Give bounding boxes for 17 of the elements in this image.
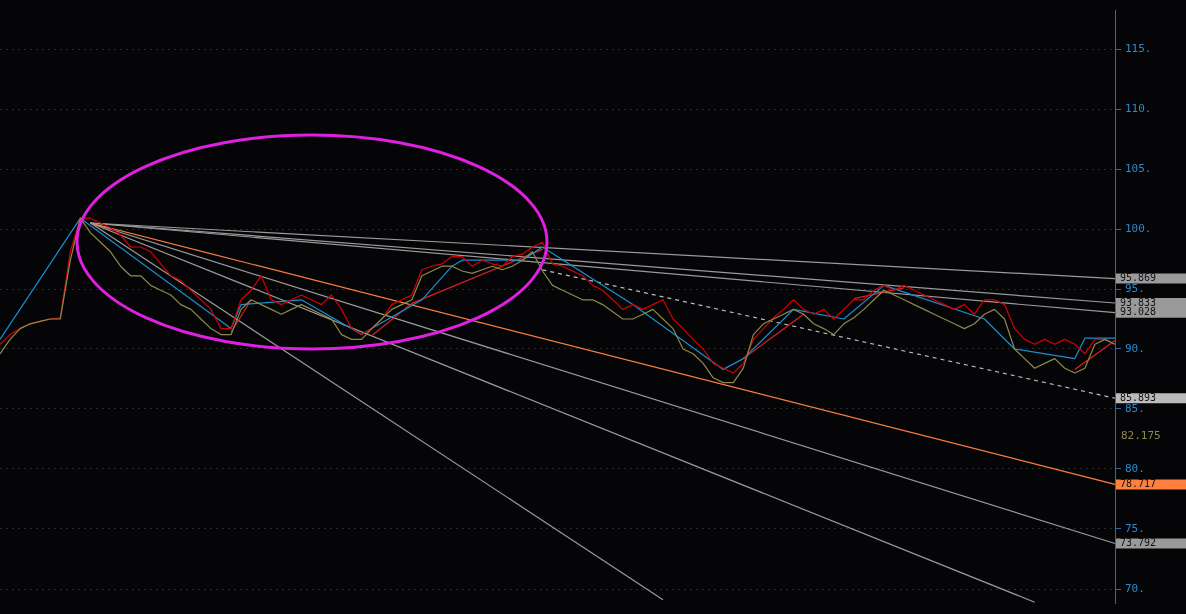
data-label: 95.869 (1120, 272, 1157, 284)
data-label: 93.833 (1120, 296, 1157, 308)
data-label: 78.717 (1120, 477, 1157, 489)
y-tick-label: 115. (1125, 41, 1152, 55)
text: 82.175 (1121, 429, 1161, 443)
data-label: 93.028 (1120, 306, 1157, 318)
y-tick-label: 90. (1125, 341, 1145, 355)
data-label: 73.792 (1120, 537, 1157, 549)
y-tick-label: 80. (1125, 461, 1145, 475)
y-tick-label: 75. (1125, 521, 1145, 535)
y-tick-label: 110. (1125, 101, 1152, 115)
y-tick-label: 70. (1125, 581, 1145, 595)
y-tick-label: 85. (1125, 401, 1145, 415)
data-label: 85.893 (1120, 391, 1157, 403)
y-tick-label: 105. (1125, 161, 1152, 175)
y-tick-label: 95. (1125, 281, 1145, 295)
y-tick-label: 100. (1125, 221, 1152, 235)
